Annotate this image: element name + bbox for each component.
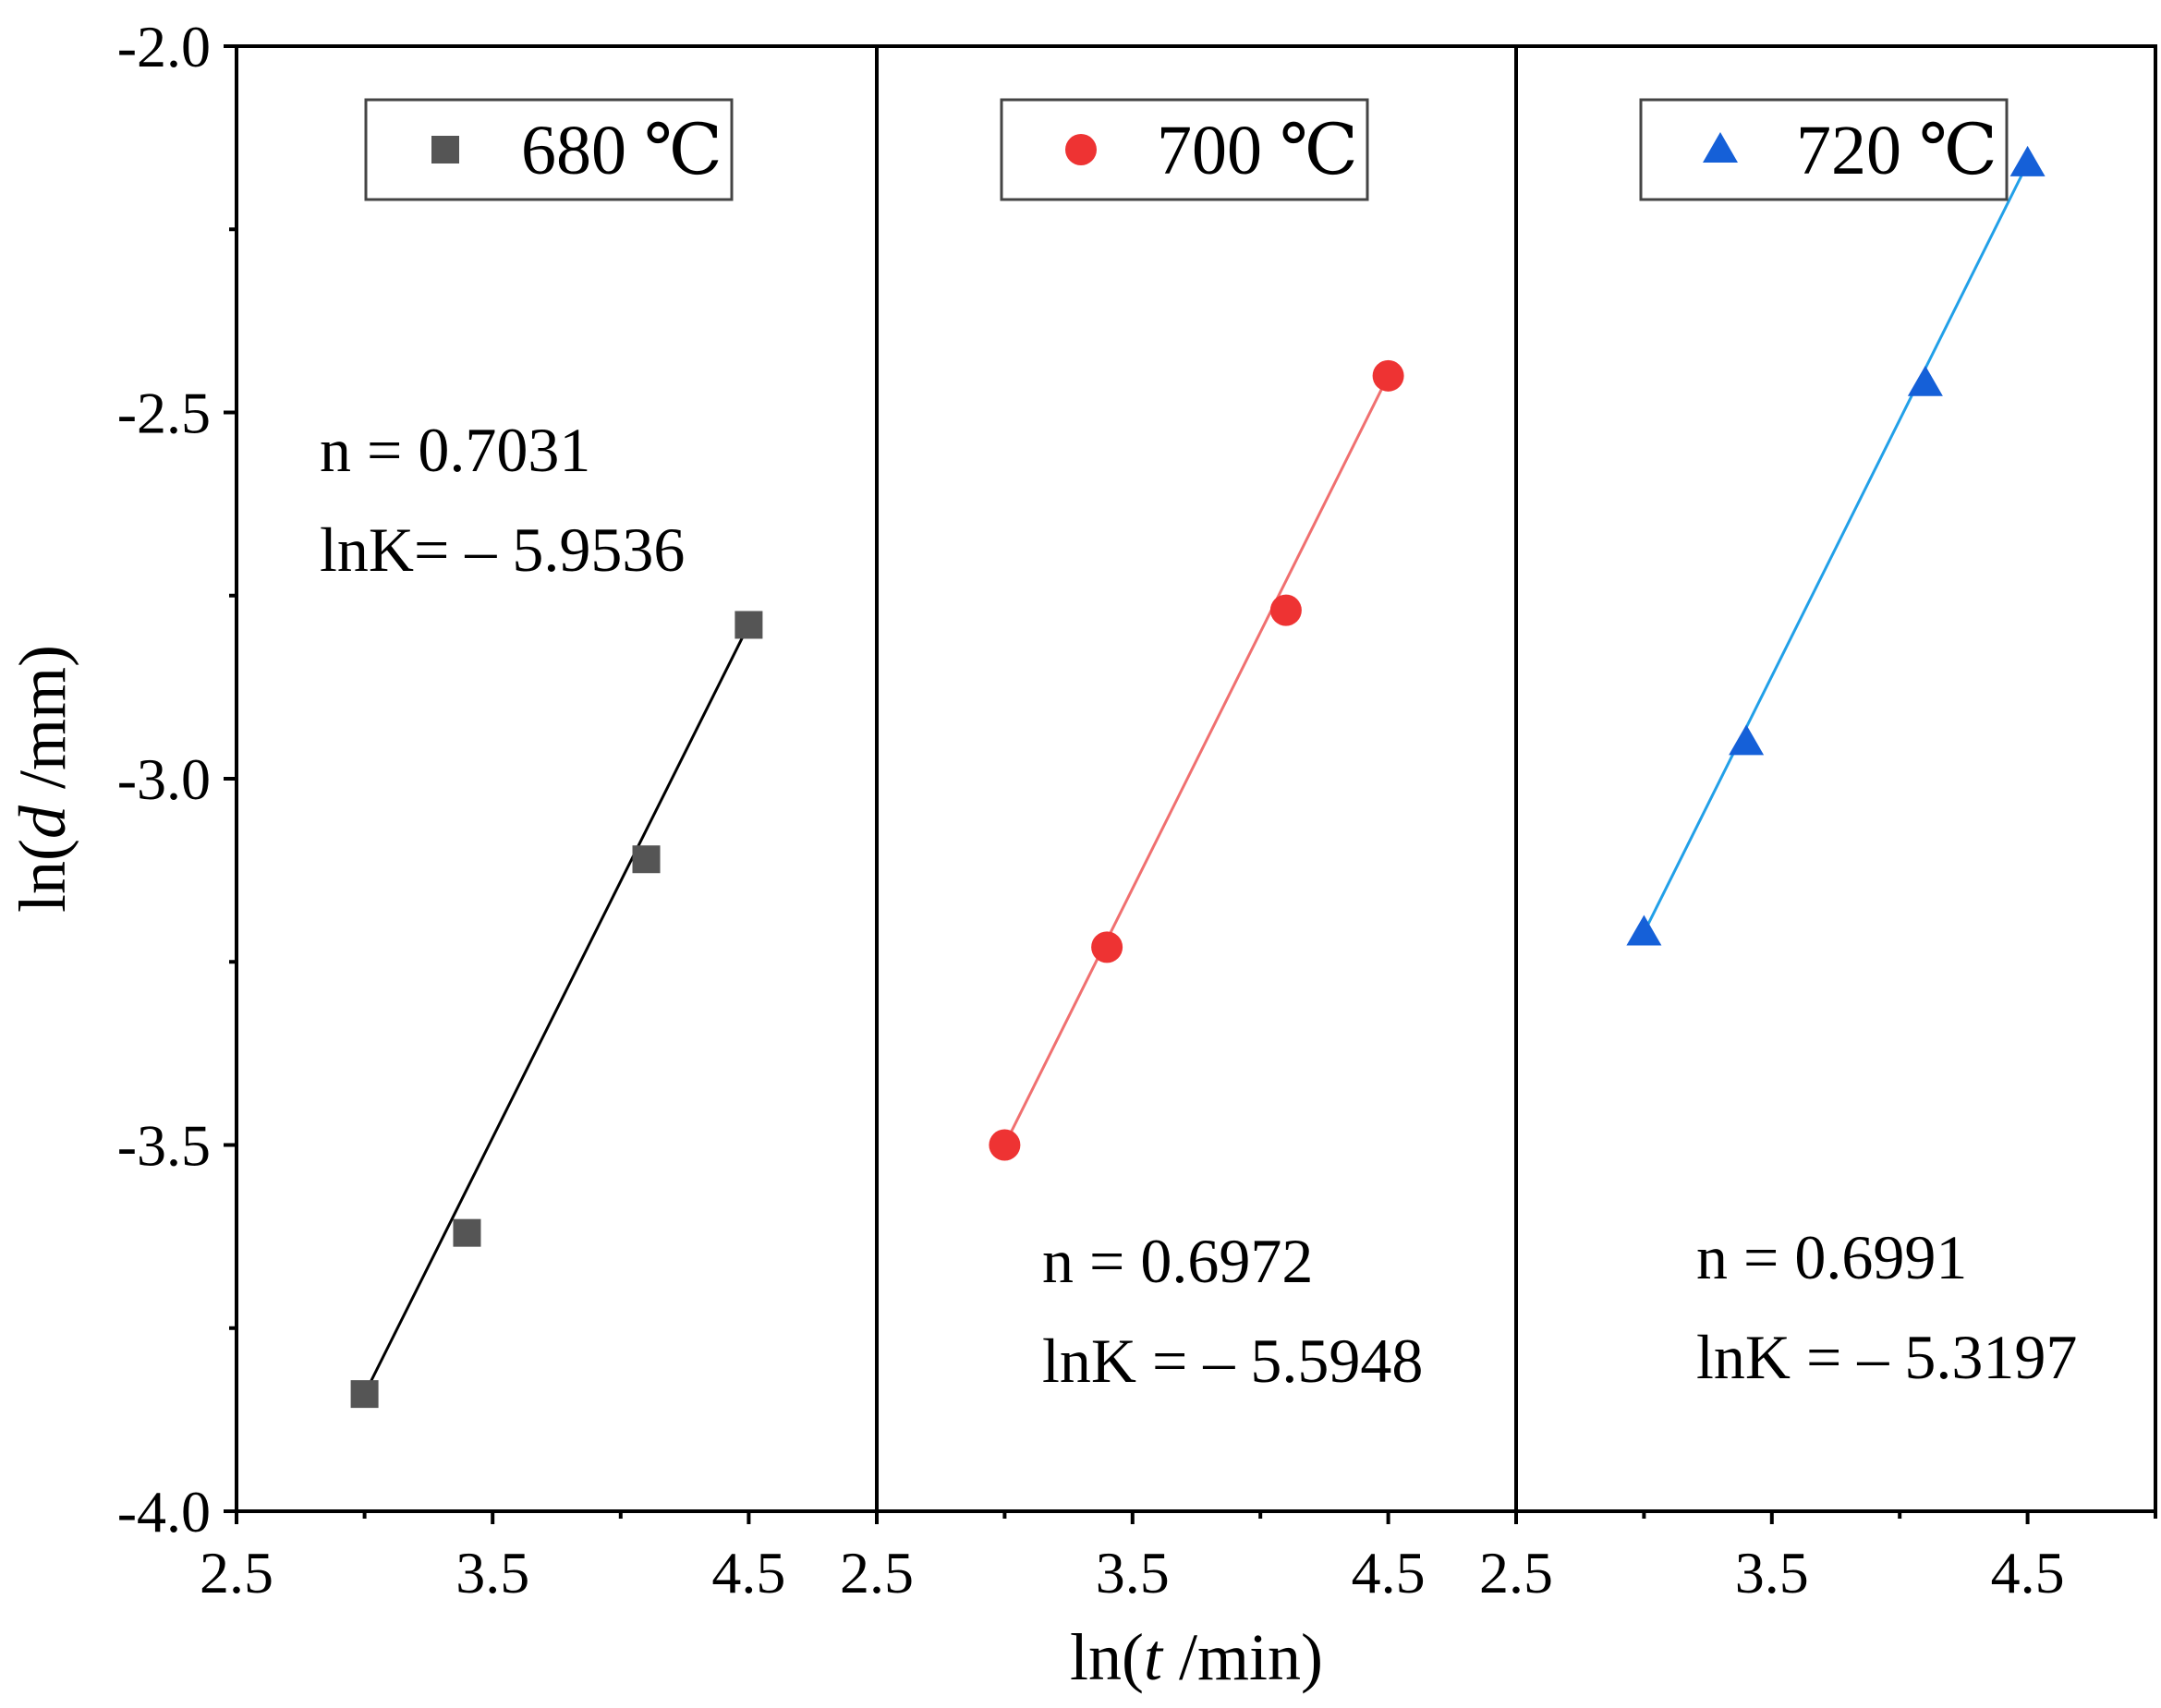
legend-box — [1639, 98, 2009, 201]
legend-2: 700 ℃ — [1000, 98, 1369, 201]
fit-annotation: n = 0.7031 — [320, 415, 590, 485]
legend-box — [1000, 98, 1369, 201]
y-axis: -4.0 -3.5 -3.0 -2.5 -2.0 — [117, 14, 237, 1544]
x-tick-label: 2.5 — [840, 1540, 914, 1605]
series-3: n = 0.6991 lnK = – 5.3197 — [1626, 145, 2077, 1392]
x-tick-label: 2.5 — [200, 1540, 273, 1605]
legend-box — [364, 98, 734, 201]
x-tick-label: 4.5 — [1352, 1540, 1426, 1605]
data-point — [350, 1380, 379, 1409]
x-tick-label: 4.5 — [711, 1540, 785, 1605]
x-axis-title-part: t — [1144, 1620, 1164, 1694]
legend-3: 720 ℃ — [1639, 98, 2009, 201]
fit-annotation: lnK = – 5.5948 — [1042, 1326, 1423, 1396]
x-axis-title-part: /min) — [1162, 1620, 1323, 1694]
y-tick-label: -3.0 — [117, 746, 211, 812]
fit-annotation: lnK= – 5.9536 — [320, 515, 685, 585]
fit-annotation: n = 0.6991 — [1696, 1222, 1967, 1292]
x-tick-label: 2.5 — [1479, 1540, 1553, 1605]
fit-line — [1643, 163, 2029, 934]
fit-annotation: lnK = – 5.3197 — [1696, 1322, 2077, 1392]
x-tick-label: 3.5 — [1096, 1540, 1170, 1605]
fit-line — [363, 624, 750, 1395]
legend-marker — [1703, 132, 1738, 163]
x-axis-panel-2: 2.5 3.5 4.5 — [840, 1511, 1518, 1605]
series-2: n = 0.6972 lnK = – 5.5948 — [989, 359, 1423, 1396]
data-point — [632, 845, 661, 874]
data-point — [1269, 594, 1302, 626]
y-tick-label: -3.5 — [117, 1113, 211, 1179]
x-tick-label: 4.5 — [1991, 1540, 2065, 1605]
data-point — [734, 611, 763, 639]
legend-label: 700 ℃ — [1157, 112, 1358, 189]
y-tick-label: -4.0 — [117, 1479, 211, 1544]
data-point — [2009, 145, 2046, 176]
x-axis-panel-1: 2.5 3.5 4.5 — [200, 1511, 879, 1605]
data-point — [1091, 931, 1123, 963]
legend-label: 720 ℃ — [1796, 112, 1997, 189]
data-point — [1372, 359, 1404, 392]
data-point — [1729, 724, 1765, 756]
data-point — [453, 1218, 481, 1247]
y-axis-title: ln(d /mm) — [6, 645, 79, 913]
y-axis-title-part: d — [6, 805, 79, 839]
x-axis-panel-3: 2.5 3.5 4.5 — [1479, 1511, 2157, 1605]
series-1: n = 0.7031 lnK= – 5.9536 — [320, 415, 763, 1409]
y-tick-label: -2.5 — [117, 381, 211, 446]
data-point — [1907, 365, 1943, 396]
x-axis-title: ln(t /min) — [1070, 1620, 1323, 1694]
legend-label: 680 ℃ — [521, 112, 722, 189]
data-point — [989, 1129, 1021, 1161]
legend-1: 680 ℃ — [364, 98, 734, 201]
fit-annotation: n = 0.6972 — [1042, 1226, 1313, 1296]
legend-marker — [431, 136, 459, 164]
y-axis-title-part: ln( — [6, 839, 79, 913]
y-tick-label: -2.0 — [117, 14, 211, 79]
x-axis-title-part: ln( — [1070, 1620, 1144, 1694]
fit-line — [1003, 375, 1390, 1146]
x-tick-label: 3.5 — [1735, 1540, 1809, 1605]
data-point — [1626, 915, 1662, 946]
legend-marker — [1065, 134, 1097, 165]
y-axis-title-part: /mm) — [6, 645, 79, 806]
x-tick-label: 3.5 — [455, 1540, 529, 1605]
